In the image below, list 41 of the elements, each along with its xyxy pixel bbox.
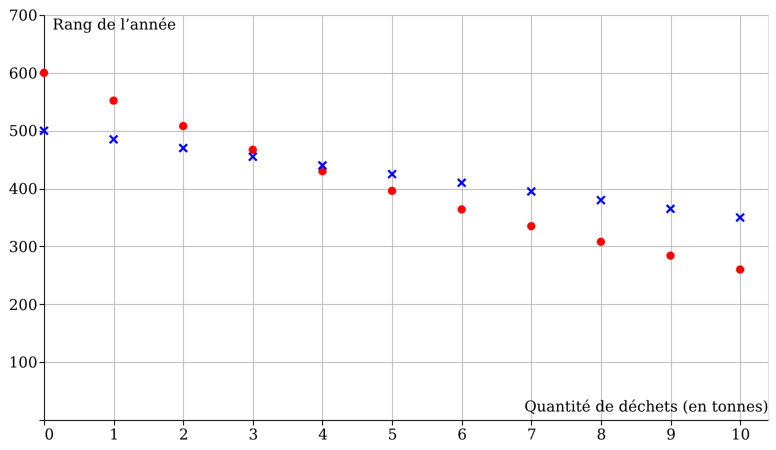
point [387,169,398,180]
y-tick-label: 400 [8,180,38,198]
y-tick-label: 600 [8,64,38,82]
point [666,252,675,260]
point [178,143,188,154]
x-tick-label: 2 [178,426,189,444]
point [526,186,536,196]
x-tick-label: 1 [109,426,119,444]
x-tick-label: 8 [596,426,606,444]
x-tick-label: 9 [666,426,676,444]
x-tick-label: 7 [527,426,537,444]
point [39,126,49,136]
y-tick-label: 300 [8,238,38,256]
y-tick-label: 500 [8,122,38,140]
point [458,205,466,214]
point [456,178,467,188]
y-tick-label: 700 [8,6,38,24]
y-axis-title: Rang de l’année [52,16,176,34]
point [109,96,118,105]
point [108,134,119,144]
x-tick-label: 3 [248,426,258,444]
point [596,195,606,206]
x-tick-label: 6 [457,426,467,444]
y-tick-label: 200 [8,296,38,314]
point [527,222,536,230]
point [248,152,258,162]
point [317,160,328,170]
x-axis-title: Quantité de déchets (en tonnes) [524,398,768,416]
point [40,68,48,78]
x-tick-label: 10 [731,426,750,444]
point [596,238,606,246]
point [248,146,258,154]
point [179,122,188,130]
x-tick-label: 5 [388,426,398,444]
y-tick-label: 100 [8,354,38,372]
x-tick-label: 4 [318,426,328,444]
point [735,212,746,222]
point [388,186,396,196]
point [666,204,676,214]
point [736,265,744,274]
x-tick-label: 0 [44,426,54,444]
